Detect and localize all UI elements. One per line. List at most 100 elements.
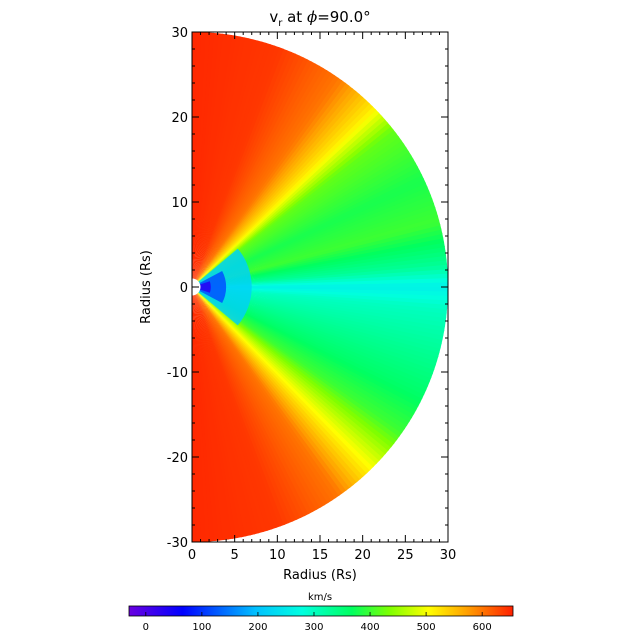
heatmap-wedge — [192, 143, 407, 287]
heatmap-wedge — [192, 287, 403, 437]
heatmap-wedge — [192, 287, 384, 461]
heatmap-wedge — [192, 287, 447, 319]
heatmap-wedge — [192, 67, 328, 287]
heatmap-wedge — [192, 287, 448, 305]
heatmap-wedge — [192, 38, 254, 287]
heatmap-wedge — [192, 287, 365, 480]
heatmap-wedge — [192, 72, 336, 287]
heatmap-wedge — [192, 287, 344, 496]
heatmap-wedge — [192, 287, 413, 423]
heatmap-wedge — [192, 287, 446, 332]
heatmap-field — [192, 32, 448, 542]
colorbar-tick-label: 200 — [248, 622, 267, 633]
heatmap-wedge — [192, 287, 387, 458]
heatmap-wedge — [192, 136, 402, 287]
heatmap-wedge — [192, 287, 355, 488]
heatmap-wedge — [192, 99, 370, 288]
heatmap-wedge — [192, 105, 377, 288]
heatmap-wedge — [192, 34, 237, 288]
heatmap-wedge — [192, 287, 415, 419]
heatmap-wedge — [192, 74, 339, 287]
heatmap-wedge — [192, 287, 441, 353]
colorbar-tick-label: 600 — [473, 622, 492, 633]
heatmap-wedge — [192, 87, 357, 287]
heatmap-wedge — [192, 51, 297, 287]
y-tick-label: 20 — [171, 111, 188, 126]
heatmap-wedge — [192, 45, 280, 287]
heatmap-wedge — [192, 287, 374, 471]
heatmap-wedge — [192, 79, 347, 287]
heatmap-wedge — [192, 287, 445, 336]
heatmap-wedge — [192, 36, 246, 287]
heatmap-wedge — [192, 287, 444, 341]
heatmap-wedge — [192, 115, 386, 287]
heatmap-wedge — [192, 32, 215, 287]
heatmap-wedge — [192, 287, 410, 426]
heatmap-wedge — [192, 93, 364, 287]
heatmap-wedge — [192, 35, 241, 287]
colorbar-tick-label: 400 — [361, 622, 380, 633]
heatmap-wedge — [192, 287, 340, 499]
y-tick-label: 10 — [171, 196, 188, 211]
heatmap-wedge — [192, 287, 448, 310]
heatmap-wedge — [192, 34, 233, 287]
heatmap-wedge — [192, 287, 439, 362]
heatmap-wedge — [192, 287, 333, 504]
colorbar-tick-label: 100 — [192, 622, 211, 633]
colorbar-tick-label: 500 — [417, 622, 436, 633]
heatmap-wedge — [192, 287, 389, 455]
heatmap-wedge — [192, 125, 394, 287]
heatmap-wedge — [192, 42, 272, 287]
y-tick-label: -10 — [167, 366, 188, 381]
heatmap-wedge — [192, 287, 435, 375]
x-tick-label: 0 — [188, 548, 196, 563]
heatmap-wedge — [192, 102, 374, 288]
heatmap-wedge — [192, 32, 201, 288]
heatmap-wedge — [192, 287, 322, 511]
heatmap-wedge — [192, 63, 320, 287]
heatmap-wedge — [192, 37, 250, 287]
heatmap-wedge — [192, 146, 410, 287]
heatmap-wedge — [192, 287, 442, 349]
heatmap-wedge — [192, 77, 343, 287]
heatmap-wedge — [192, 287, 443, 345]
heatmap-wedge — [192, 287, 446, 327]
heatmap-wedge — [192, 287, 337, 501]
x-axis-title: Radius (Rs) — [283, 568, 357, 583]
heatmap-wedge — [192, 287, 318, 513]
heatmap-wedge — [192, 162, 419, 287]
heatmap-wedge — [192, 57, 309, 288]
heatmap-wedge — [192, 287, 432, 383]
heatmap-wedge — [192, 287, 351, 491]
x-tick-label: 5 — [231, 548, 239, 563]
heatmap-wedge — [192, 132, 400, 287]
heatmap-wedge — [192, 33, 228, 287]
heatmap-wedge — [192, 39, 259, 287]
colorbar-ticks: 0 100 200 300 400 500 600 — [143, 612, 492, 633]
heatmap-wedge — [192, 70, 332, 287]
heatmap-wedge — [192, 287, 448, 314]
heatmap-wedge — [192, 287, 381, 465]
heatmap-wedge — [192, 287, 440, 358]
heatmap-wedge — [192, 287, 425, 399]
heatmap-wedge — [192, 287, 395, 448]
colorbar-tick-label: 300 — [304, 622, 323, 633]
heatmap-wedge — [192, 287, 448, 301]
colorbar-title: km/s — [308, 592, 332, 603]
heatmap-wedge — [192, 287, 430, 387]
heatmap-wedge — [192, 287, 434, 379]
heatmap-wedge — [192, 154, 414, 287]
heatmap-wedge — [192, 50, 293, 287]
y-tick-label: -30 — [167, 536, 188, 551]
x-tick-label: 20 — [354, 548, 371, 563]
inner-slow-wind — [192, 281, 211, 293]
y-tick-label: 30 — [171, 26, 188, 41]
heatmap-wedge — [192, 287, 361, 483]
x-tick-label: 10 — [269, 548, 286, 563]
heatmap-wedge — [192, 287, 423, 403]
heatmap-wedge — [192, 287, 329, 506]
y-tick-label: 0 — [180, 281, 188, 296]
x-tick-label: 15 — [312, 548, 329, 563]
heatmap-wedge — [192, 287, 447, 323]
